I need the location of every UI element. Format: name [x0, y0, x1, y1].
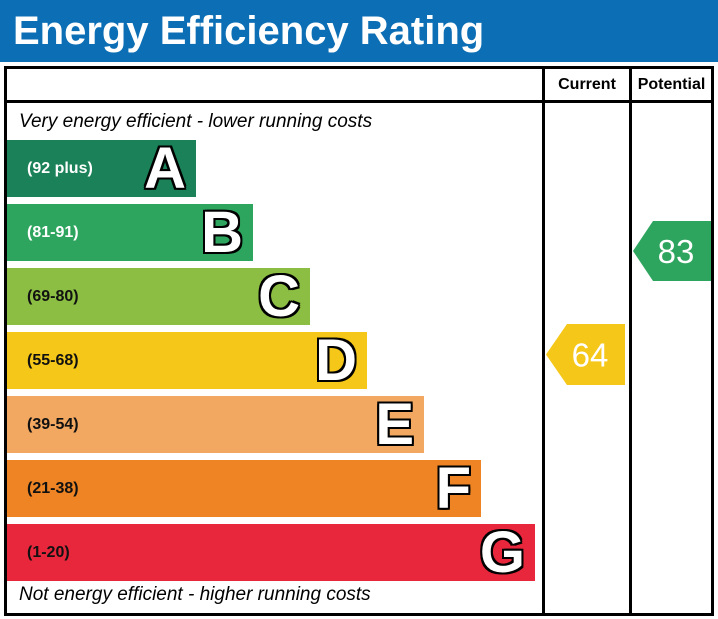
table-body-row: Very energy efficient - lower running co… — [7, 103, 711, 613]
band-e-letter: E — [375, 392, 414, 457]
rating-table: Current Potential Very energy efficient … — [4, 66, 714, 616]
top-caption: Very energy efficient - lower running co… — [19, 110, 373, 132]
band-a-letter: A — [144, 136, 186, 201]
column-header-potential: Potential — [629, 69, 711, 100]
current-rating-value: 64 — [572, 337, 609, 374]
title-bar: Energy Efficiency Rating — [0, 0, 718, 62]
band-f: (21-38) F — [7, 456, 481, 521]
band-d-range: (55-68) — [27, 351, 79, 369]
band-f-letter: F — [435, 456, 471, 521]
band-c-letter: C — [258, 264, 300, 329]
band-f-range: (21-38) — [27, 479, 79, 497]
page-title: Energy Efficiency Rating — [13, 8, 485, 53]
band-b: (81-91) B — [7, 200, 253, 265]
band-d-letter: D — [315, 328, 357, 393]
band-a-range: (92 plus) — [27, 159, 93, 177]
band-d: (55-68) D — [7, 328, 367, 393]
potential-rating-value: 83 — [658, 233, 695, 270]
potential-column: 83 — [629, 103, 711, 613]
band-e: (39-54) E — [7, 392, 424, 457]
potential-rating-arrow: 83 — [633, 221, 711, 281]
band-c: (69-80) C — [7, 264, 310, 329]
band-b-letter: B — [201, 200, 243, 265]
band-g-letter: G — [479, 520, 525, 585]
rating-bands: (92 plus) A (81-91) B (69-80) C (55-68) … — [7, 140, 535, 588]
table-header-row: Current Potential — [7, 69, 711, 103]
band-g: (1-20) G — [7, 520, 535, 585]
band-g-range: (1-20) — [27, 543, 70, 561]
current-rating-arrow: 64 — [546, 324, 625, 385]
band-a: (92 plus) A — [7, 136, 196, 201]
band-b-range: (81-91) — [27, 223, 79, 241]
bottom-caption: Not energy efficient - higher running co… — [19, 583, 371, 605]
current-column: 64 — [542, 103, 629, 613]
current-arrow-shape — [546, 324, 625, 385]
column-header-current: Current — [542, 69, 629, 100]
band-c-range: (69-80) — [27, 287, 79, 305]
header-spacer-cell — [7, 69, 542, 100]
band-e-range: (39-54) — [27, 415, 79, 433]
bands-cell: Very energy efficient - lower running co… — [7, 103, 542, 613]
potential-arrow-shape — [633, 221, 711, 281]
